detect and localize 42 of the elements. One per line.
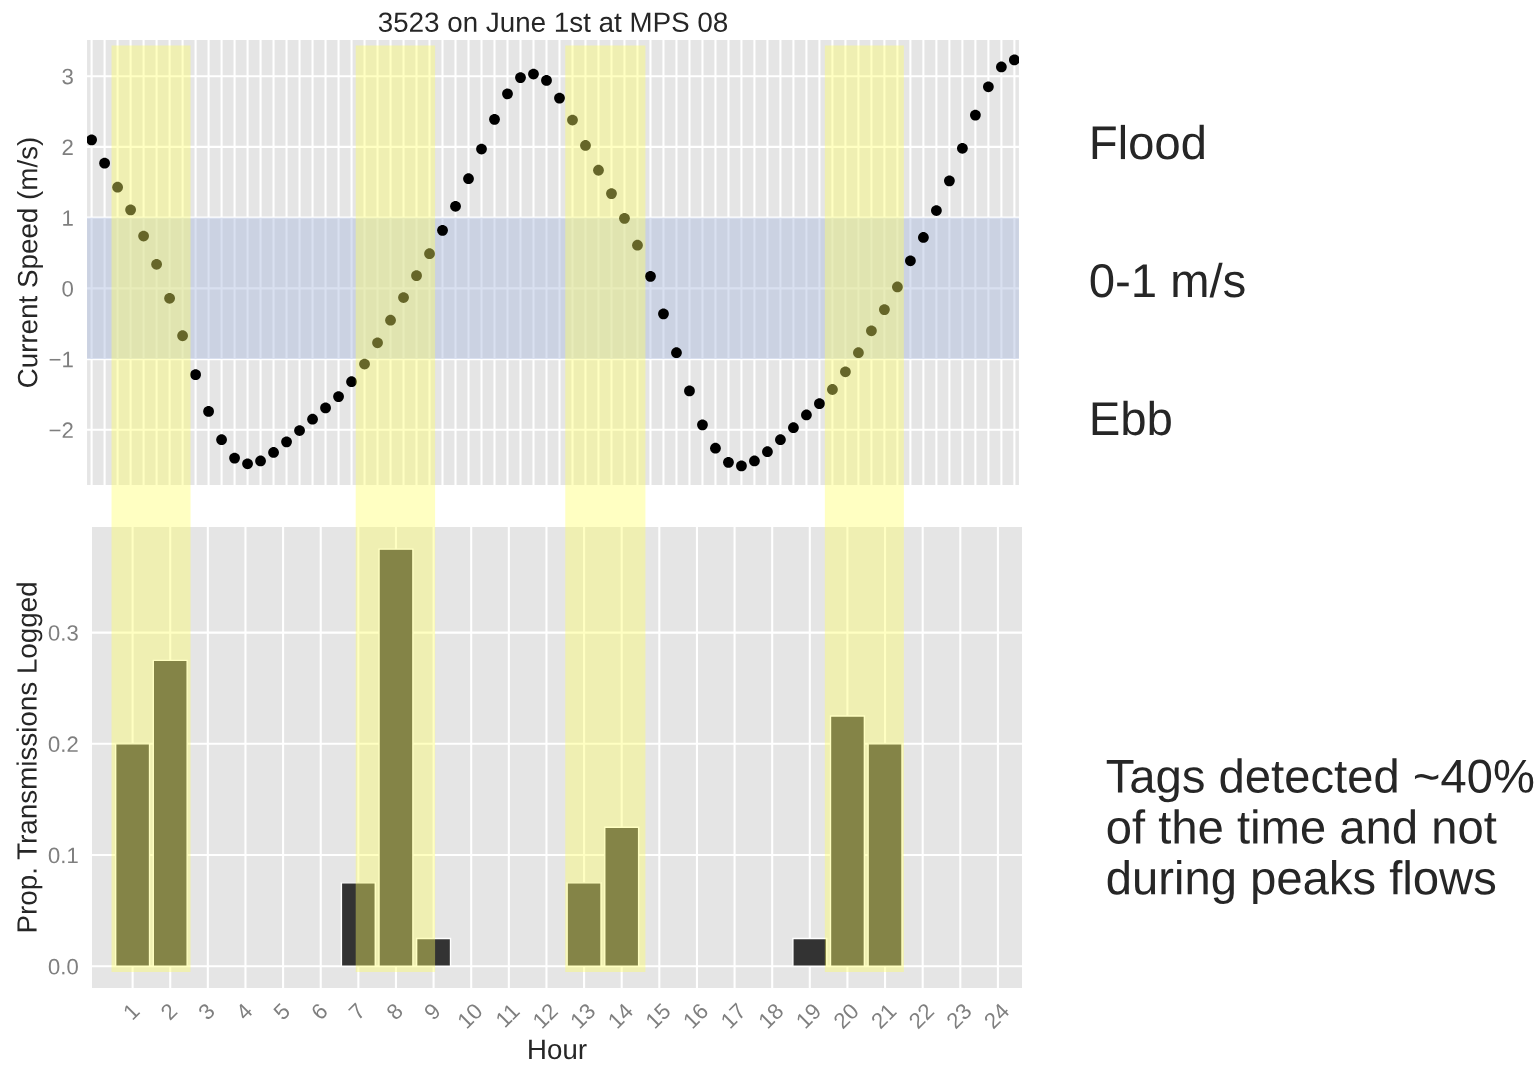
y-tick-label: 0.0 — [48, 958, 78, 975]
x-tick-label: 7 — [348, 1002, 366, 1021]
y-tick-label: 0.3 — [48, 625, 78, 641]
x-tick-label: 18 — [757, 1002, 785, 1029]
x-tick-label: 17 — [720, 1002, 747, 1029]
x-tick-label: 5 — [272, 1002, 292, 1021]
y-tick-label: −1 — [49, 351, 73, 368]
x-tick-label: 23 — [945, 1002, 973, 1030]
x-tick-label: 11 — [495, 1002, 521, 1028]
y-tick-label: −2 — [49, 422, 73, 438]
x-tick-label: 22 — [907, 1002, 935, 1030]
x-tick-label: 21 — [870, 1002, 898, 1030]
text: Tags detected ~40% of the time and not during peaks flows — [1106, 758, 1534, 905]
text: Flood — [1092, 124, 1204, 160]
x-tick-label: 15 — [645, 1002, 672, 1029]
x-tick-label: 19 — [795, 1002, 823, 1029]
x-tick-label: 9 — [423, 1002, 442, 1021]
text: Ebb — [1092, 400, 1171, 436]
x-tick-label: 6 — [310, 1002, 329, 1021]
text: 0-1 m/s — [1090, 262, 1245, 298]
x-tick-label: 2 — [159, 1002, 178, 1021]
y-axis-title: Current Speed (m/s) — [17, 138, 43, 387]
x-tick-label: 16 — [682, 1002, 710, 1029]
y-tick-label: 0.1 — [48, 847, 78, 864]
y-tick-label: 3 — [62, 68, 73, 85]
x-tick-label: 8 — [385, 1002, 404, 1021]
chart-title: 3523 on June 1st at MPS 08 — [378, 12, 728, 33]
x-tick-label: 14 — [607, 1002, 635, 1029]
y-tick-label: 2 — [62, 139, 73, 155]
x-tick-label: 10 — [456, 1002, 484, 1029]
y-tick-label: 0.2 — [48, 736, 78, 753]
x-tick-label: 20 — [832, 1002, 860, 1030]
x-tick-label: 4 — [234, 1002, 254, 1021]
x-tick-label: 3 — [197, 1002, 216, 1021]
x-axis-title: Hour — [529, 1039, 587, 1060]
x-tick-label: 24 — [983, 1002, 1011, 1030]
x-tick-label: 13 — [569, 1002, 597, 1029]
x-tick-label: 1 — [122, 1002, 141, 1021]
y-tick-label: 1 — [63, 210, 73, 226]
y-tick-label: 0 — [62, 280, 73, 297]
x-tick-label: 12 — [532, 1002, 559, 1029]
y-axis-title: Prop. Transmissions Logged — [16, 583, 43, 932]
